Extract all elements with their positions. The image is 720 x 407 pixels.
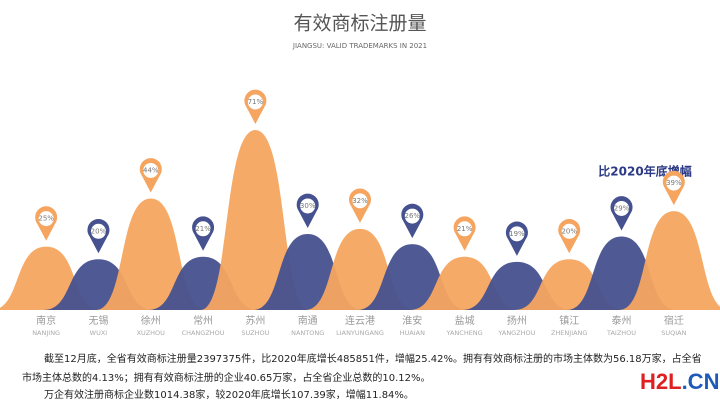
value-label: 71% [248,98,264,106]
pin-center [352,193,368,209]
x-tick-sublabel: LIANYUNGANG [336,329,384,337]
x-tick-label: 苏州 [245,314,265,327]
x-tick-sublabel: WUXI [90,329,108,337]
value-label: 21% [457,225,473,233]
x-tick-sublabel: XUZHOU [137,329,166,337]
pin-center [143,162,159,178]
logo-main: H2L [640,369,682,394]
x-tick-label: 南通 [298,314,318,327]
x-tick-label: 宿迁 [664,314,684,327]
value-label: 21% [195,225,211,233]
x-tick-label: 泰州 [612,314,632,327]
pin-center [457,221,473,237]
x-tick-sublabel: NANTONG [291,329,324,337]
labels: 南京 NANJING 无锡 WUXI 徐州 XUZHOU 常州 CHANGZHOU 苏州 SUZH… [32,314,686,337]
curves [0,130,720,310]
pin-center [509,226,525,242]
pins: 25% 20% 44% 21% 71% 30% 32% 26% 21% 19% 20% 29% 39% [35,89,685,256]
x-tick-label: 盐城 [455,314,475,327]
value-label: 30% [300,202,316,210]
pin-center [666,175,682,191]
value-label: 20% [91,227,107,235]
x-tick-label: 徐州 [141,314,161,327]
logo-suffix: .CN [682,369,720,394]
pin-center [195,221,211,237]
curve [618,211,720,310]
note: 截至12月底，全省有效商标注册量2397375件，比2020年底增长485851… [44,352,702,365]
value-label: 26% [405,212,421,220]
value-label: 20% [561,227,577,235]
value-label: 25% [38,215,54,223]
value-label: 32% [352,197,368,205]
pin-center [247,94,263,110]
x-tick-sublabel: YANGZHOU [497,329,535,337]
x-tick-sublabel: SUQIAN [661,329,686,337]
x-tick-label: 连云港 [345,314,375,327]
chart-subtitle: JIANGSU: VALID TRADEMARKS IN 2021 [292,42,427,50]
x-tick-label: 无锡 [88,314,108,327]
chart-title: 有效商标注册量 [293,13,426,35]
pin-center [300,198,316,214]
x-tick-sublabel: HUAIAN [400,329,425,337]
pin-center [614,200,630,216]
x-tick-label: 镇江 [559,314,579,327]
logo: H2L.CN [640,369,719,394]
value-label: 29% [614,204,630,212]
x-tick-label: 淮安 [402,314,422,327]
pin-center [90,223,106,239]
pin-center [38,211,54,227]
x-tick-sublabel: TAIZHOU [606,329,636,337]
pin-center [561,223,577,239]
x-tick-sublabel: ZHENJIANG [551,329,588,337]
note: 万企有效注册商标企业数1014.38家，较2020年底增长107.39家，增幅1… [44,388,414,401]
x-tick-label: 扬州 [507,314,527,327]
value-label: 44% [143,166,159,174]
x-tick-sublabel: NANJING [32,329,60,337]
value-label: 39% [666,179,682,187]
value-label: 19% [509,230,525,238]
note: 市场主体总数的4.13%；拥有有效商标注册的企业40.65万家，占全省企业总数的… [22,371,431,384]
x-tick-sublabel: YANCHENG [446,329,483,337]
x-tick-sublabel: SUZHOU [241,329,269,337]
pin-center [404,208,420,224]
x-tick-sublabel: CHANGZHOU [182,329,225,337]
x-tick-label: 南京 [36,314,56,327]
x-tick-label: 常州 [193,314,213,327]
